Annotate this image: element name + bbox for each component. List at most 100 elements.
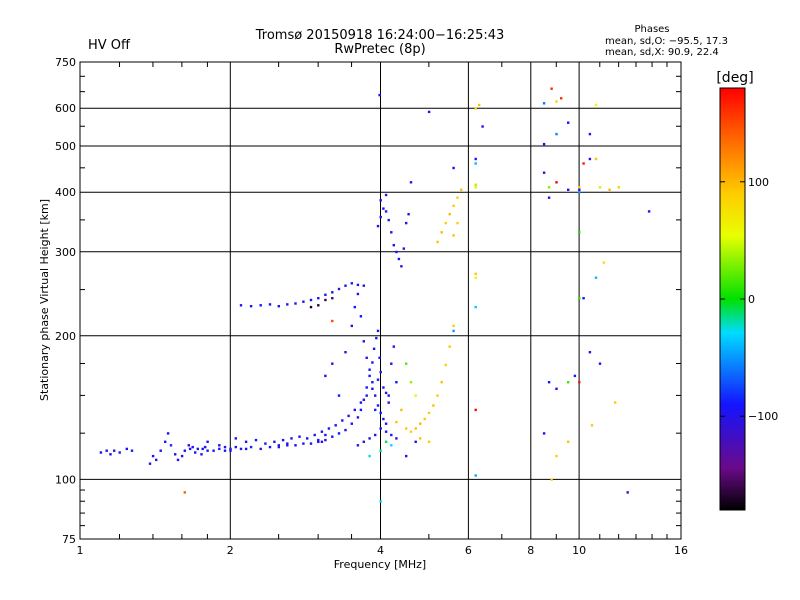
data-point: [356, 416, 360, 419]
data-point: [567, 381, 570, 384]
data-point: [234, 445, 237, 449]
colorbar-ticks: 100 0 −100: [720, 176, 778, 423]
data-point: [376, 329, 380, 333]
data-point: [244, 440, 248, 443]
data-point: [387, 218, 390, 222]
data-point: [309, 305, 313, 309]
data-point: [273, 440, 276, 443]
data-point: [259, 447, 262, 451]
data-point: [317, 440, 320, 443]
data-point: [320, 430, 324, 433]
data-point: [474, 186, 477, 189]
data-point: [350, 324, 353, 328]
data-point: [598, 362, 602, 365]
data-point: [187, 444, 190, 447]
data-point: [113, 449, 116, 452]
data-point: [423, 417, 426, 421]
data-point: [409, 430, 413, 433]
data-point: [372, 347, 376, 350]
data-point: [206, 449, 209, 452]
data-point: [384, 210, 388, 213]
data-point: [456, 221, 459, 225]
data-point: [359, 408, 363, 412]
data-point: [166, 432, 170, 435]
data-point: [306, 437, 309, 440]
data-point: [452, 324, 455, 328]
data-point: [376, 404, 380, 407]
data-point: [474, 162, 477, 165]
y-tick-label: 600: [55, 102, 76, 115]
data-point: [324, 438, 327, 442]
x-tick-label: 6: [465, 544, 472, 557]
data-point: [302, 442, 305, 445]
data-point: [356, 283, 360, 287]
data-point: [379, 427, 382, 430]
data-point: [598, 186, 602, 189]
data-point: [602, 261, 606, 264]
data-point: [460, 188, 463, 191]
data-point: [277, 444, 280, 447]
data-point: [331, 435, 334, 438]
data-point: [582, 297, 585, 300]
data-point: [578, 186, 581, 189]
data-point: [547, 186, 551, 189]
data-point: [324, 293, 327, 296]
data-point: [578, 381, 581, 384]
data-point: [374, 433, 377, 437]
data-point: [647, 210, 651, 213]
data-point: [356, 444, 360, 447]
data-point: [542, 171, 546, 174]
data-point: [405, 362, 408, 365]
data-point: [324, 298, 327, 302]
data-point: [374, 408, 377, 412]
data-point: [542, 102, 546, 105]
data-point: [547, 381, 551, 384]
data-point: [452, 204, 455, 207]
data-point: [427, 440, 431, 443]
data-point: [148, 462, 152, 465]
data-point: [400, 408, 403, 412]
data-point: [414, 394, 417, 397]
data-point: [371, 387, 374, 390]
data-point: [368, 374, 371, 378]
data-point: [578, 188, 581, 191]
data-point: [254, 438, 258, 442]
data-point: [456, 196, 459, 199]
data-point: [384, 391, 388, 395]
data-point: [365, 394, 368, 397]
y-tick-label: 750: [55, 56, 76, 69]
data-point: [614, 401, 617, 404]
data-point: [109, 453, 112, 456]
data-point: [405, 221, 408, 225]
data-point: [249, 445, 253, 449]
data-point: [337, 432, 341, 435]
data-point: [375, 336, 378, 340]
data-point: [344, 284, 347, 287]
axis-ticks: [80, 62, 681, 539]
data-point: [448, 213, 451, 216]
data-point: [223, 445, 227, 449]
data-point: [444, 221, 447, 225]
data-point: [359, 401, 363, 404]
data-point: [397, 257, 401, 261]
data-point: [395, 420, 398, 424]
data-point: [268, 303, 272, 306]
data-point: [384, 193, 388, 197]
data-point: [478, 103, 481, 107]
colorbar-tick-label: 100: [748, 176, 769, 189]
data-points: [99, 87, 651, 503]
data-point: [379, 449, 382, 452]
data-point: [159, 449, 162, 452]
data-point: [395, 381, 398, 384]
y-tick-labels: 750 600 500 400 300 200 100 75: [55, 56, 76, 546]
colorbar-tick-label: 0: [748, 293, 755, 306]
data-point: [474, 107, 477, 110]
data-point: [405, 427, 408, 430]
data-point: [567, 188, 570, 191]
data-point: [264, 442, 267, 445]
data-point: [440, 381, 443, 384]
data-point: [169, 444, 173, 447]
data-point: [234, 437, 237, 440]
data-point: [365, 386, 368, 389]
data-point: [337, 394, 341, 397]
